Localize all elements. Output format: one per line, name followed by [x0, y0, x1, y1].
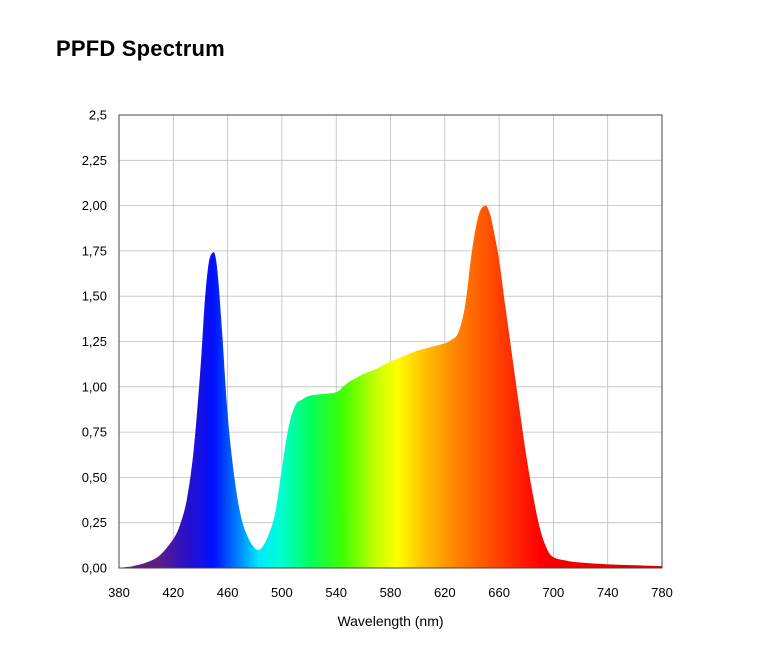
plot-frame	[118, 114, 663, 569]
x-tick-label: 380	[108, 585, 130, 600]
x-tick-label: 620	[434, 585, 456, 600]
y-tick-label: 0,00	[82, 561, 107, 576]
y-tick-label: 0,50	[82, 470, 107, 485]
x-tick-label: 540	[325, 585, 347, 600]
y-tick-label: 2,5	[89, 108, 107, 123]
y-tick-label: 2,25	[82, 153, 107, 168]
x-tick-label: 780	[651, 585, 673, 600]
x-axis-label: Wavelength (nm)	[337, 613, 443, 629]
x-tick-label: 580	[380, 585, 402, 600]
y-tick-label: 0,25	[82, 515, 107, 530]
x-tick-label: 460	[217, 585, 239, 600]
x-tick-label: 700	[543, 585, 565, 600]
spectrum-area	[119, 205, 662, 569]
y-tick-label: 2,00	[82, 198, 107, 213]
y-tick-label: 0,75	[82, 425, 107, 440]
x-tick-label: 740	[597, 585, 619, 600]
y-tick-label: 1,75	[82, 243, 107, 258]
chart-title: PPFD Spectrum	[56, 36, 225, 61]
x-tick-labels: 380 420 460 500 540 580 620 660 700 740 780	[108, 585, 673, 600]
x-tick-label: 500	[271, 585, 293, 600]
y-tick-labels: 0,00 0,25 0,50 0,75 1,00 1,25 1,50 1,75 2,00 2,25…	[82, 108, 107, 576]
y-tick-label: 1,25	[82, 334, 107, 349]
x-tick-label: 660	[488, 585, 510, 600]
x-tick-label: 420	[162, 585, 184, 600]
y-tick-label: 1,50	[82, 289, 107, 304]
y-tick-label: 1,00	[82, 379, 107, 394]
